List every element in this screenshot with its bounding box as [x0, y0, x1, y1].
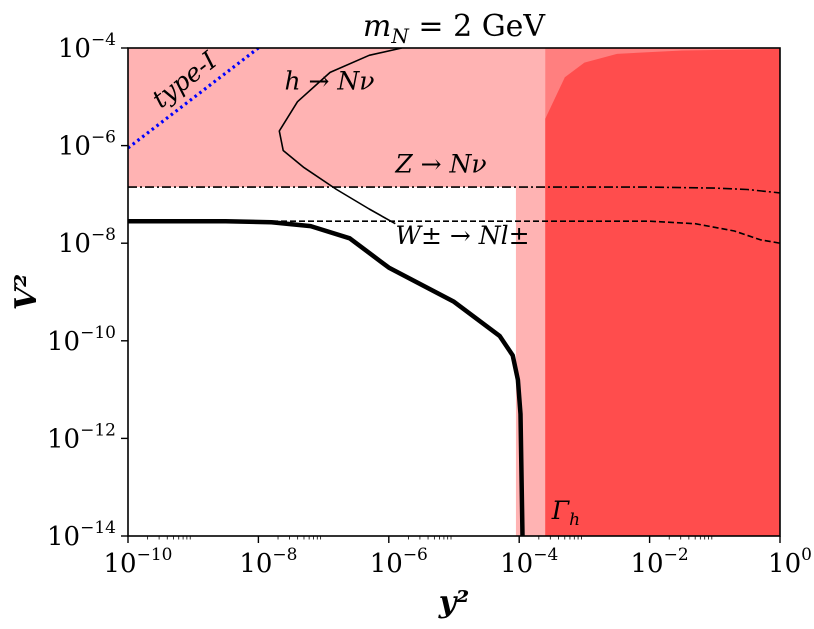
x-tick-label-3: 10−4 — [500, 545, 558, 579]
y-axis-title: V² — [9, 274, 44, 310]
annotation-1: h → Nν — [284, 66, 374, 95]
y-tick-label-2: 10−8 — [58, 225, 116, 259]
series-line-z-n- — [128, 186, 780, 194]
x-tick-label-2: 10−6 — [370, 545, 428, 579]
series-line-h-n- — [278, 48, 402, 225]
series-line-w-nl- — [128, 220, 780, 244]
series-line-bound-4 — [128, 218, 525, 536]
y-tick-label-4: 10−12 — [47, 420, 116, 454]
chart-title-text: mN = 2 GeV — [363, 9, 547, 48]
shaded-regions — [128, 48, 780, 536]
region-dark-3 — [545, 48, 780, 536]
y-tick-label-1: 10−6 — [58, 128, 116, 162]
plot-frame — [127, 47, 781, 537]
x-tick-label-1: 10−8 — [239, 545, 297, 579]
annotation-gamma-h: Γh — [551, 496, 580, 530]
chart-title: mN = 2 GeV — [363, 9, 547, 48]
annotation-3: W± → Nl± — [395, 221, 529, 250]
x-tick-label-5: 100 — [768, 545, 812, 579]
x-axis-title: y² — [438, 585, 470, 620]
axis-titles: y² V² — [9, 274, 469, 620]
axis-ticks: 10−10 10−8 10−6 10−4 10−2 100 10−4 10−6 10−8 10−1… — [47, 30, 812, 579]
annotation-2: Z → Nν — [394, 149, 486, 178]
x-tick-label-4: 10−2 — [631, 545, 689, 579]
series-lines — [128, 48, 780, 536]
y-tick-label-0: 10−4 — [58, 30, 116, 64]
x-tick-label-0: 10−10 — [104, 545, 173, 579]
y-tick-label-3: 10−10 — [47, 323, 116, 357]
y-tick-label-5: 10−14 — [47, 518, 116, 552]
